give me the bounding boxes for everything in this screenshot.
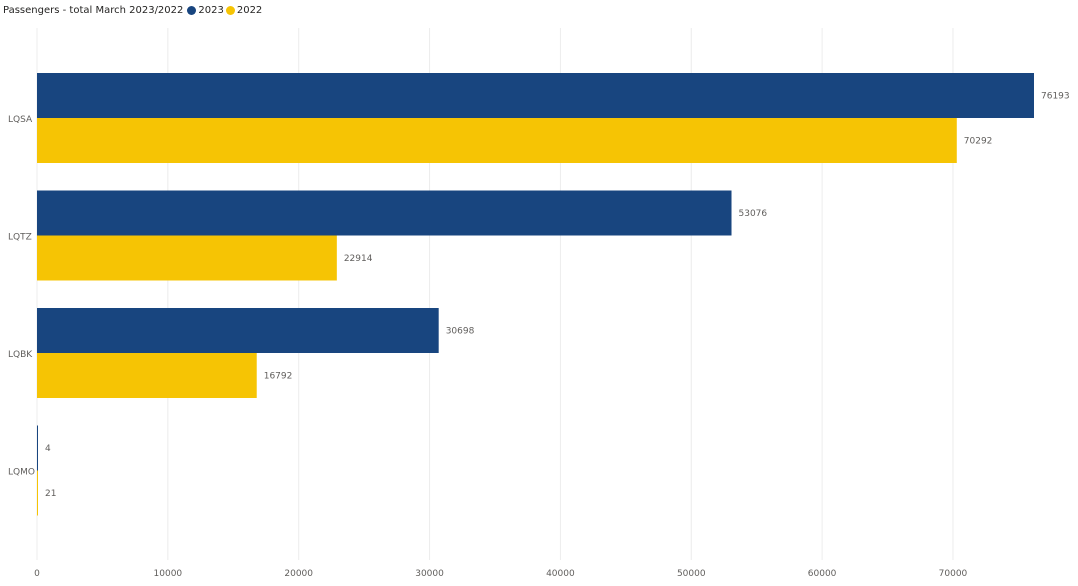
legend-marker-2022: [225, 5, 235, 15]
x-tick-label: 60000: [808, 569, 837, 579]
bar-2023-lqbk[interactable]: [37, 308, 439, 353]
data-label: 22914: [344, 254, 373, 264]
data-label: 4: [45, 444, 51, 454]
x-tick-label: 50000: [677, 569, 706, 579]
bar-2022-lqbk[interactable]: [37, 353, 257, 398]
x-tick-label: 20000: [284, 569, 313, 579]
x-tick-label: 10000: [154, 569, 183, 579]
bar-2023-lqmo[interactable]: [37, 425, 38, 471]
x-tick-label: 30000: [415, 569, 444, 579]
legend-marker-2023: [187, 5, 197, 15]
x-tick-label: 40000: [546, 569, 575, 579]
bar-2022-lqmo[interactable]: [37, 470, 38, 516]
bar-2022-lqtz[interactable]: [37, 235, 337, 281]
legend-label-2022: 2022: [236, 4, 263, 16]
x-tick-label: 0: [34, 569, 40, 579]
data-label: 21: [45, 489, 56, 499]
bar-2023-lqtz[interactable]: [37, 190, 732, 236]
y-category-label: LQTZ: [8, 233, 32, 243]
legend-label-2023: 2023: [198, 4, 224, 16]
data-label: 76193: [1041, 92, 1070, 102]
y-category-label: LQBK: [8, 350, 33, 360]
legend-item-2022[interactable]: 2022: [225, 4, 263, 16]
bar-2023-lqsa[interactable]: [37, 73, 1034, 118]
legend-item-2023[interactable]: 2023: [187, 4, 224, 16]
data-label: 53076: [739, 209, 768, 219]
data-label: 30698: [446, 327, 475, 337]
x-tick-label: 70000: [939, 569, 968, 579]
chart-title: Passengers - total March 2023/2022: [3, 4, 184, 16]
y-category-label: LQSA: [8, 115, 33, 125]
bar-2022-lqsa[interactable]: [37, 118, 957, 163]
chart-legend: Passengers - total March 2023/2022 2023 …: [3, 3, 264, 17]
data-label: 16792: [264, 372, 293, 382]
data-label: 70292: [964, 137, 993, 147]
y-category-label: LQMO: [8, 468, 35, 478]
